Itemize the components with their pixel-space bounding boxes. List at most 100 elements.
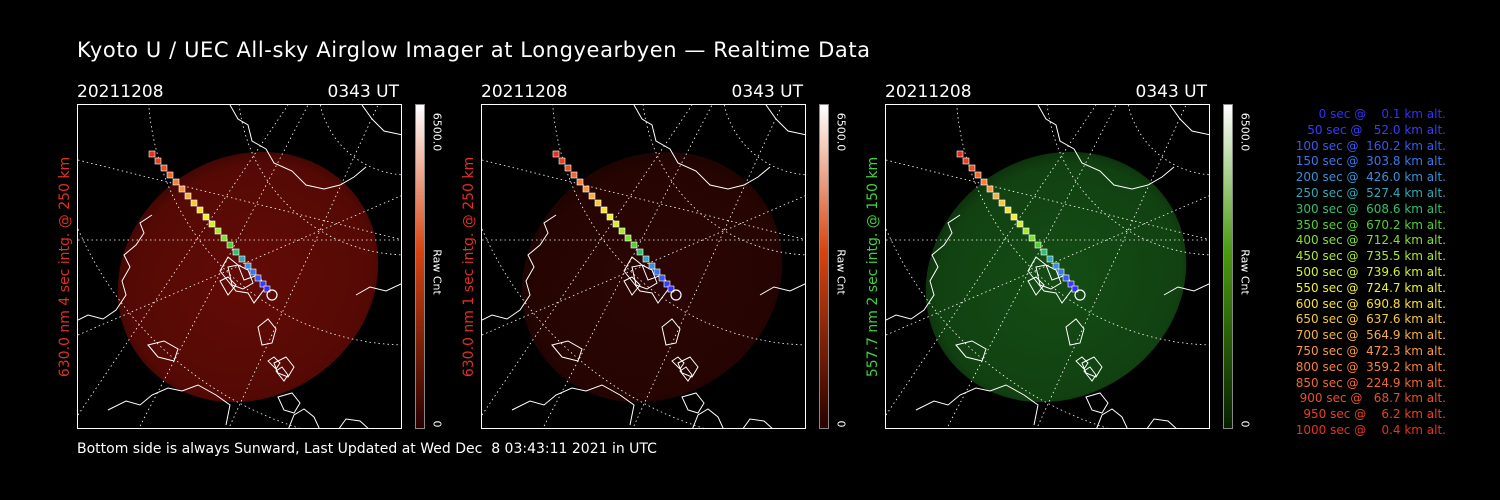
coastline (277, 392, 301, 414)
coastline (759, 283, 805, 296)
meridian-line (482, 159, 805, 240)
legend-entry: 750 sec @ 472.3 km alt. (1291, 343, 1446, 358)
trajectory-point (202, 213, 210, 221)
trajectory-point (558, 157, 566, 165)
trajectory-point (653, 268, 661, 276)
trajectory-point (624, 234, 632, 242)
trajectory-point (160, 164, 168, 172)
legend-entry: 1000 sec @ 0.4 km alt. (1295, 422, 1446, 437)
legend-entry: 350 sec @ 670.2 km alt. (1291, 217, 1446, 232)
colorbar-min-label: 0 (429, 417, 445, 431)
trajectory-point (980, 178, 988, 186)
colorbar-unit-text: Raw Cnt (834, 249, 848, 295)
trajectory-point (249, 268, 257, 276)
island-outline (267, 356, 281, 370)
trajectory-point (576, 178, 584, 186)
trajectory-point (564, 164, 572, 172)
legend-entry: 450 sec @ 735.5 km alt. (1291, 249, 1446, 264)
coastline (1065, 318, 1085, 346)
coastline (1146, 418, 1177, 428)
trajectory-point (594, 199, 602, 207)
panel-wavelength-label: 630.0 nm 4 sec intg. @ 250 km (55, 104, 75, 429)
station-marker (670, 289, 682, 301)
trajectory-point (630, 241, 638, 249)
trajectory-point (612, 220, 620, 228)
all-sky-image (481, 104, 806, 429)
coastline (1096, 408, 1128, 428)
coastline (742, 418, 773, 428)
panel-wavelength-label: 557.7 nm 2 sec intg. @ 150 km (863, 104, 883, 429)
legend-entry: 500 sec @ 739.6 km alt. (1291, 264, 1446, 279)
coastline (107, 384, 231, 426)
legend-entry: 150 sec @ 303.8 km alt. (1291, 154, 1446, 169)
legend-entry: 650 sec @ 637.6 km alt. (1291, 312, 1446, 327)
meridian-line (632, 105, 783, 428)
legend-entry: 0 sec @ 0.1 km alt. (1307, 107, 1446, 121)
coastline (765, 105, 805, 136)
trajectory-point (1022, 227, 1030, 235)
coastline (1163, 283, 1209, 296)
coastline (361, 105, 401, 136)
colorbar-max-label: 6500.0 (833, 104, 849, 160)
coastline (623, 256, 671, 304)
trajectory-point (1016, 220, 1024, 228)
trajectory-point (190, 199, 198, 207)
legend-entry: 50 sec @ 52.0 km alt. (1299, 122, 1446, 137)
panel-time: 0343 UT (1135, 82, 1208, 102)
colorbar-max-text: 6500.0 (430, 112, 444, 152)
colorbar-max-text: 6500.0 (1238, 112, 1252, 152)
trajectory-point (1004, 206, 1012, 214)
trajectory-point (208, 220, 216, 228)
trajectory-point (658, 274, 666, 282)
colorbar-unit-text: Raw Cnt (430, 249, 444, 295)
coastline (955, 340, 987, 362)
coastline (1169, 105, 1209, 136)
trajectory-point (1062, 274, 1070, 282)
coastline (288, 408, 320, 428)
island-outline (219, 276, 237, 296)
colorbar-min-text: 0 (430, 420, 444, 428)
panel-wavelength-text: 630.0 nm 1 sec intg. @ 250 km (461, 156, 477, 377)
colorbar-unit-text: Raw Cnt (1238, 249, 1252, 295)
colorbar (1223, 104, 1233, 429)
panel-wavelength-text: 557.7 nm 2 sec intg. @ 150 km (865, 156, 881, 377)
trajectory-point (1010, 213, 1018, 221)
coastline (681, 392, 705, 414)
trajectory-point (636, 248, 644, 256)
trajectory-point (588, 192, 596, 200)
update-footer: Bottom side is always Sunward, Last Upda… (77, 441, 657, 457)
island-outline (1027, 276, 1045, 296)
trajectory-point (254, 274, 262, 282)
coastline (219, 256, 267, 304)
coastline (229, 105, 367, 190)
sky-glow (521, 151, 783, 403)
trajectory-point (1057, 268, 1065, 276)
coastline (1081, 356, 1103, 378)
coastline (257, 318, 277, 346)
island-outline (275, 366, 289, 382)
trajectory-point (956, 150, 964, 158)
meridian-line (1036, 105, 1187, 428)
legend-entry: 550 sec @ 724.7 km alt. (1291, 280, 1446, 295)
colorbar (819, 104, 829, 429)
trajectory-point (148, 150, 156, 158)
trajectory-point (166, 171, 174, 179)
coastline (1027, 256, 1075, 304)
coastline (915, 384, 1039, 426)
meridian-line (482, 195, 805, 336)
airglow-panel-630nm-1sec: 20211208 0343 UT 630.0 nm 1 sec intg. @ … (461, 82, 881, 432)
trajectory-point (172, 178, 180, 186)
island-outline (679, 366, 693, 382)
legend-entry: 300 sec @ 608.6 km alt. (1291, 201, 1446, 216)
sky-glow (925, 151, 1187, 403)
trajectory-point (648, 262, 656, 270)
meridian-line (78, 159, 401, 240)
meridian-line (886, 195, 1209, 336)
coastline (633, 105, 771, 190)
map-canvas (78, 105, 401, 428)
legend-entry: 800 sec @ 359.2 km alt. (1291, 359, 1446, 374)
colorbar-max-label: 6500.0 (429, 104, 445, 160)
trajectory-point (214, 227, 222, 235)
trajectory-point (154, 157, 162, 165)
colorbar-unit-label: Raw Cnt (833, 242, 849, 302)
